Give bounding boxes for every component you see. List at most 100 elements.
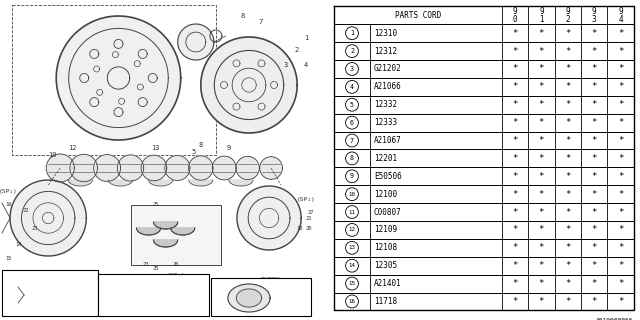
- Text: 12109: 12109: [374, 225, 397, 235]
- Text: *: *: [565, 172, 570, 181]
- Text: 15: 15: [11, 295, 17, 300]
- Text: 3: 3: [350, 66, 354, 72]
- Text: *: *: [539, 261, 544, 270]
- Text: *: *: [591, 279, 596, 288]
- Text: C00807: C00807: [374, 208, 401, 217]
- Text: 20: 20: [216, 311, 222, 316]
- Text: 14: 14: [172, 287, 179, 292]
- Text: 15: 15: [115, 311, 122, 316]
- Text: *: *: [539, 100, 544, 109]
- Text: *: *: [618, 225, 623, 235]
- Text: *: *: [512, 29, 518, 38]
- Text: 11718: 11718: [374, 297, 397, 306]
- Polygon shape: [136, 228, 161, 235]
- Text: 9: 9: [513, 7, 517, 16]
- Text: 4: 4: [350, 84, 354, 90]
- Text: *: *: [618, 100, 623, 109]
- Text: (SP₁): (SP₁): [297, 197, 316, 203]
- Text: (TURBO): (TURBO): [260, 277, 282, 283]
- Polygon shape: [165, 156, 190, 180]
- Text: *: *: [591, 29, 596, 38]
- Text: 4: 4: [618, 15, 623, 24]
- Text: *: *: [565, 243, 570, 252]
- Text: 21: 21: [293, 287, 300, 292]
- Text: 5: 5: [350, 102, 354, 108]
- Text: 25: 25: [152, 266, 159, 270]
- Text: *: *: [512, 65, 518, 74]
- Text: 10: 10: [349, 192, 355, 197]
- Text: *: *: [512, 47, 518, 56]
- Text: *: *: [512, 208, 518, 217]
- Text: *: *: [591, 208, 596, 217]
- Text: E50506: E50506: [374, 172, 401, 181]
- Text: *: *: [591, 297, 596, 306]
- Bar: [131, 205, 221, 265]
- Text: *: *: [618, 65, 623, 74]
- Text: *: *: [565, 208, 570, 217]
- Text: 25: 25: [152, 203, 159, 207]
- Text: 12201: 12201: [374, 154, 397, 163]
- Text: 23: 23: [142, 262, 149, 268]
- Polygon shape: [154, 222, 178, 229]
- Polygon shape: [68, 180, 92, 186]
- Text: *: *: [565, 29, 570, 38]
- Polygon shape: [93, 155, 120, 181]
- Text: 9: 9: [592, 7, 596, 16]
- Text: *: *: [539, 279, 544, 288]
- Text: 1: 1: [539, 15, 543, 24]
- Text: *: *: [591, 154, 596, 163]
- Text: 16: 16: [4, 203, 12, 207]
- Text: 6: 6: [350, 120, 354, 126]
- Text: 21: 21: [306, 215, 312, 220]
- Text: *: *: [565, 118, 570, 127]
- Polygon shape: [141, 155, 167, 181]
- Text: 12305: 12305: [374, 261, 397, 270]
- Text: 14: 14: [15, 243, 21, 247]
- Text: *: *: [618, 136, 623, 145]
- Polygon shape: [117, 155, 143, 181]
- Text: 2: 2: [350, 48, 354, 54]
- Polygon shape: [154, 240, 178, 247]
- Text: (SP₁): (SP₁): [0, 189, 17, 195]
- Text: *: *: [512, 82, 518, 92]
- Text: *: *: [539, 190, 544, 199]
- Text: *: *: [591, 243, 596, 252]
- Text: *: *: [512, 261, 518, 270]
- Text: *: *: [512, 100, 518, 109]
- Text: 20: 20: [306, 226, 312, 230]
- Text: *: *: [565, 279, 570, 288]
- Polygon shape: [108, 180, 132, 186]
- Text: 16: 16: [349, 299, 355, 304]
- Polygon shape: [229, 180, 253, 186]
- Polygon shape: [237, 186, 301, 250]
- Bar: [211, 278, 311, 316]
- Polygon shape: [189, 156, 213, 180]
- Text: 8: 8: [350, 156, 354, 161]
- Polygon shape: [236, 156, 259, 180]
- Text: *: *: [565, 136, 570, 145]
- Text: *: *: [565, 261, 570, 270]
- Text: 5: 5: [191, 149, 196, 155]
- Polygon shape: [260, 157, 282, 179]
- Text: 19: 19: [256, 311, 262, 316]
- Text: 20: 20: [102, 274, 109, 278]
- Text: 14: 14: [35, 290, 42, 294]
- Text: *: *: [618, 190, 623, 199]
- Text: 8: 8: [241, 13, 245, 19]
- Polygon shape: [46, 154, 74, 182]
- Text: 1: 1: [350, 30, 354, 36]
- Text: 9: 9: [618, 7, 623, 16]
- Text: *: *: [591, 65, 596, 74]
- Text: *: *: [618, 118, 623, 127]
- Text: 12108: 12108: [374, 243, 397, 252]
- Text: 1: 1: [304, 35, 308, 41]
- Text: 10: 10: [48, 152, 56, 158]
- Polygon shape: [171, 228, 195, 235]
- Text: 12333: 12333: [374, 118, 397, 127]
- Text: 9: 9: [539, 7, 543, 16]
- Text: 26: 26: [172, 262, 179, 268]
- Polygon shape: [171, 228, 195, 235]
- Text: *: *: [618, 29, 623, 38]
- Text: *: *: [618, 243, 623, 252]
- Text: 0: 0: [513, 15, 517, 24]
